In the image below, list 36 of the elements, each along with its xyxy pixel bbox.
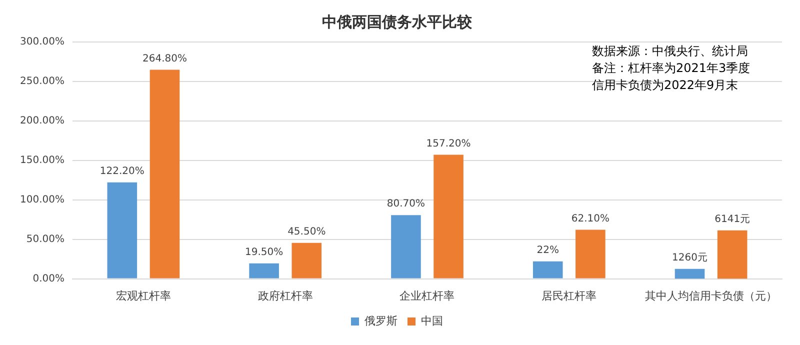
bar xyxy=(107,182,138,278)
bar xyxy=(391,215,421,278)
bar xyxy=(576,230,606,278)
data-label: 122.20% xyxy=(100,166,144,177)
bar xyxy=(434,154,464,278)
annotation: 数据来源：中俄央行、统计局 xyxy=(592,44,748,58)
y-tick-label: 250.00% xyxy=(20,76,64,88)
bar xyxy=(150,70,180,278)
bar xyxy=(292,242,322,278)
x-tick-label: 其中人均信用卡负债（元） xyxy=(645,289,778,302)
chart-title: 中俄两国债务水平比较 xyxy=(322,12,473,31)
data-label: 62.10% xyxy=(571,213,610,224)
legend-label: 中国 xyxy=(421,314,443,328)
x-tick-label: 政府杠杆率 xyxy=(258,289,313,302)
data-label: 264.80% xyxy=(142,53,187,64)
annotation: 信用卡负债为2022年9月末 xyxy=(592,78,738,92)
data-label: 80.70% xyxy=(386,198,426,210)
y-tick-label: 50.00% xyxy=(26,234,64,245)
x-tick-label: 宏观杠杆率 xyxy=(116,289,171,302)
y-tick-label: 150.00% xyxy=(20,154,64,166)
y-tick-label: 0.00% xyxy=(32,273,64,284)
data-label: 6141元 xyxy=(714,214,750,225)
data-label: 157.20% xyxy=(426,138,471,150)
data-label: 19.50% xyxy=(244,247,284,258)
legend-label: 俄罗斯 xyxy=(364,314,398,328)
y-tick-label: 100.00% xyxy=(20,194,64,206)
x-tick-label: 居民杠杆率 xyxy=(542,289,597,302)
data-label: 45.50% xyxy=(288,226,326,238)
data-label: 1260元 xyxy=(672,252,708,264)
y-tick-label: 300.00% xyxy=(20,36,64,48)
annotation: 备注：杠杆率为2021年3季度 xyxy=(592,61,750,76)
bar xyxy=(532,261,563,278)
y-tick-label: 200.00% xyxy=(20,116,64,127)
x-tick-label: 企业杠杆率 xyxy=(400,289,455,302)
data-label: 22% xyxy=(536,245,559,256)
bar xyxy=(249,263,279,278)
